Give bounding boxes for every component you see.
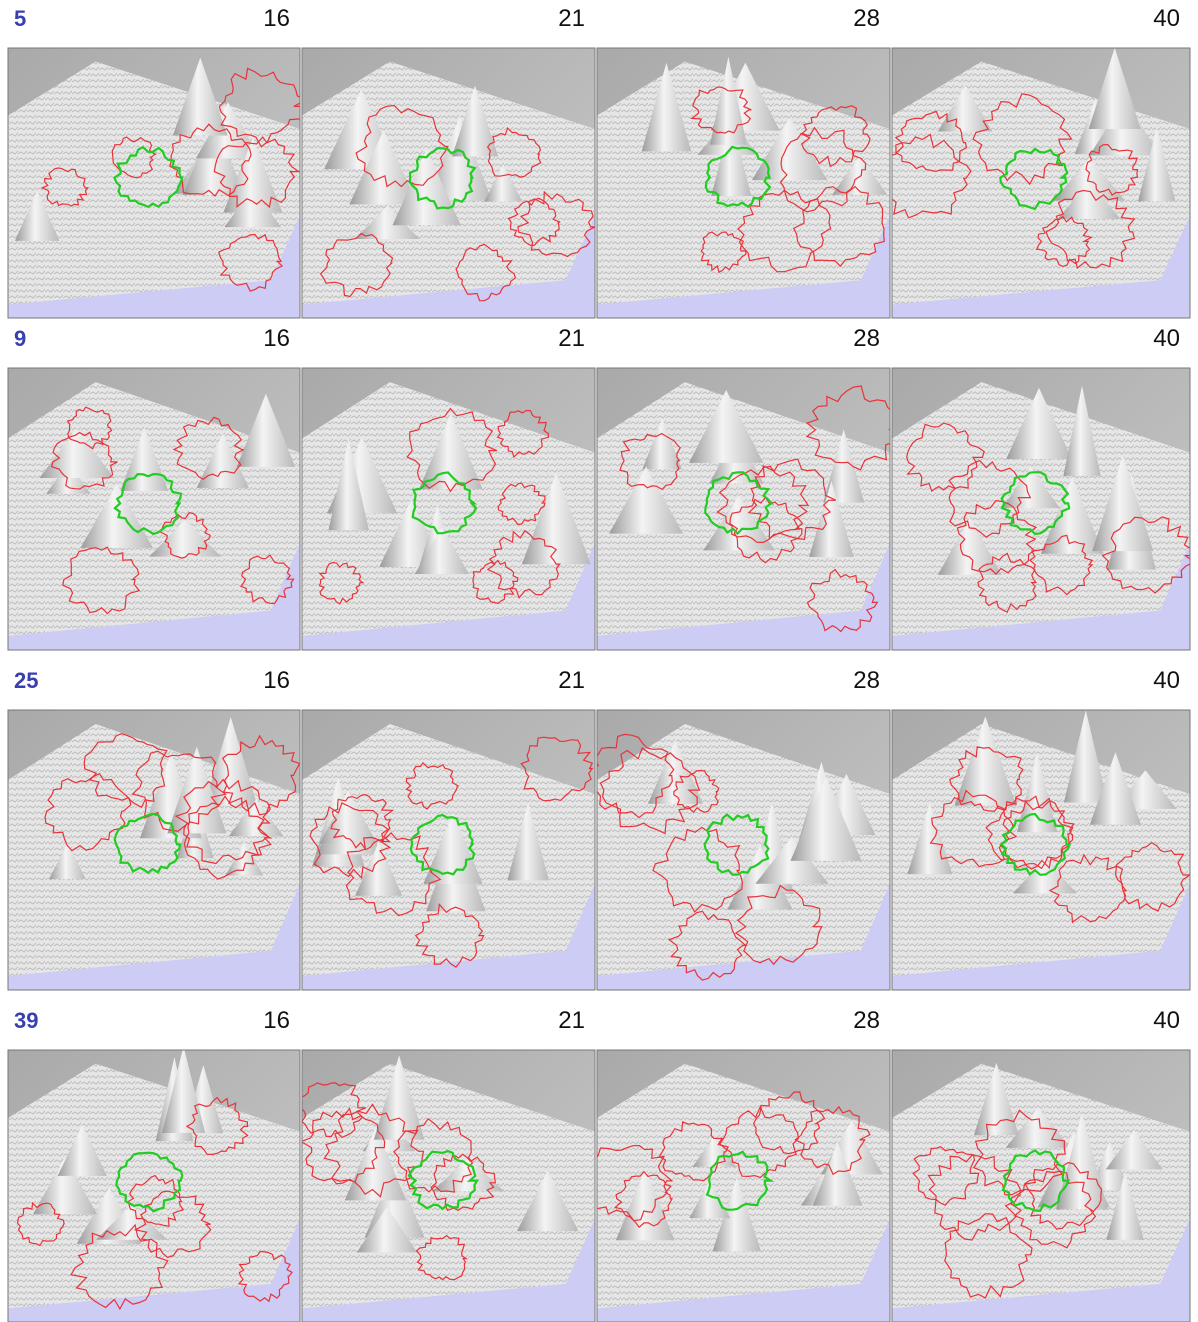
surface-panel: [8, 710, 300, 990]
row-label: 5: [14, 6, 26, 31]
surface-panel: [302, 710, 595, 990]
panel-label: 40: [1153, 5, 1180, 32]
surface-panel: [892, 368, 1194, 650]
panel-label: 28: [853, 5, 880, 32]
panel-label: 21: [558, 667, 585, 694]
panel-label: 21: [558, 325, 585, 352]
surface-panel: [8, 48, 306, 318]
surface-panel: [597, 48, 890, 318]
surface-panel: [299, 1050, 595, 1322]
surface-panel: [892, 710, 1190, 990]
panel-label: 16: [263, 325, 290, 352]
surface-panel: [875, 48, 1190, 318]
surface-panel: [302, 368, 595, 650]
panel-label: 40: [1153, 667, 1180, 694]
surface-panel: [8, 368, 300, 650]
panel-label: 21: [558, 1007, 585, 1034]
row-label: 25: [14, 668, 38, 693]
panel-label: 28: [853, 1007, 880, 1034]
surface-panel: [585, 1050, 890, 1322]
surface-panel: [892, 1050, 1190, 1322]
panel-label: 21: [558, 5, 585, 32]
panel-label: 40: [1153, 1007, 1180, 1034]
row-label: 39: [14, 1008, 38, 1033]
row-label: 9: [14, 326, 26, 351]
panel-label: 28: [853, 667, 880, 694]
surface-panel: [585, 710, 890, 990]
surface-panel: [302, 48, 595, 318]
panel-label: 16: [263, 1007, 290, 1034]
surface-panel: [8, 1046, 300, 1322]
panel-label: 40: [1153, 325, 1180, 352]
panel-label: 28: [853, 325, 880, 352]
figure: 5 16 21 28 40 9 16 21 28 40 25 16 21 28 40 39 16 21 28 40: [0, 0, 1198, 1322]
panel-label: 16: [263, 5, 290, 32]
surface-panel: [597, 368, 900, 650]
panel-label: 16: [263, 667, 290, 694]
